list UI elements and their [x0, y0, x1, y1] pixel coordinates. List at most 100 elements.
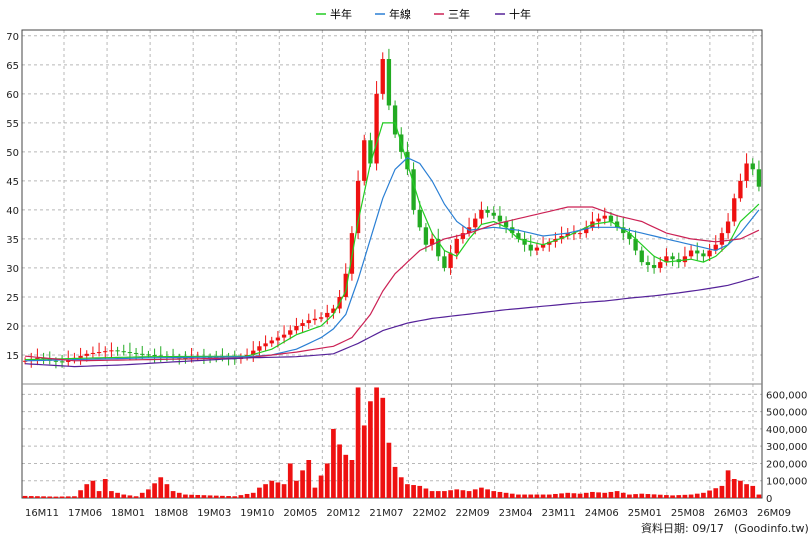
volume-bar — [694, 493, 700, 498]
price-tick-label-1: 20 — [6, 322, 19, 333]
source-label: (Goodinfo.tw) — [734, 522, 808, 535]
volume-bar — [497, 491, 503, 498]
plot-frame — [21, 29, 763, 499]
volume-bar — [522, 494, 527, 498]
volume-bar — [448, 490, 453, 498]
candle-body — [503, 221, 509, 228]
volume-bar — [731, 479, 737, 498]
volume-bar — [102, 479, 108, 498]
volume-bar — [756, 494, 762, 498]
candle-body — [146, 354, 151, 356]
candle-body — [454, 238, 459, 254]
candle-body — [528, 244, 533, 251]
volume-bar — [429, 491, 435, 498]
candle-body — [750, 163, 755, 170]
volume-bar — [676, 495, 682, 498]
candle-body — [325, 312, 330, 318]
price-tick-label-8: 55 — [6, 119, 19, 130]
candle-body — [682, 256, 688, 263]
volume-bar — [503, 492, 509, 498]
price-tick-label-6: 45 — [6, 177, 19, 188]
volume-bar — [627, 494, 632, 498]
volume-bar — [645, 494, 651, 498]
candle-body — [140, 353, 145, 355]
candle-body — [417, 209, 422, 228]
candle-body — [392, 105, 398, 135]
volume-bar — [183, 494, 188, 498]
candle-body — [460, 233, 466, 239]
volume-bar — [454, 489, 460, 498]
x-tick-label-15: 25M08 — [671, 508, 705, 519]
candle-body — [374, 93, 379, 164]
volume-bar — [423, 488, 429, 498]
candle-body — [59, 361, 65, 363]
x-tick-label-7: 20M12 — [326, 508, 360, 519]
x-tick-label-0: 16M11 — [25, 508, 59, 519]
volume-bar — [300, 470, 305, 498]
candle-body — [596, 218, 601, 222]
candle-body — [127, 352, 133, 354]
volume-bar — [590, 491, 595, 498]
candle-body — [294, 325, 299, 331]
volume-bar — [170, 491, 176, 498]
volume-bar — [213, 495, 219, 498]
volume-bar — [331, 428, 336, 498]
volume-bar — [509, 493, 515, 498]
x-tick-label-12: 23M11 — [542, 508, 576, 519]
volume-bar — [583, 492, 589, 498]
volume-bar — [361, 425, 367, 498]
volume-bar — [324, 463, 330, 498]
candle-body — [559, 236, 564, 239]
candle-body — [362, 140, 367, 181]
candle-body — [565, 233, 570, 237]
candle-body — [688, 250, 694, 257]
volume-bar — [28, 496, 34, 498]
volume-bar — [195, 494, 201, 498]
volume-bar — [386, 442, 392, 498]
volume-bar — [528, 494, 534, 498]
candle-body — [90, 352, 96, 354]
volume-bar — [84, 484, 90, 498]
candle-body — [109, 350, 114, 352]
candle-body — [738, 180, 743, 199]
candle-body — [695, 250, 700, 254]
candle-body — [380, 59, 385, 94]
volume-bar — [602, 492, 608, 498]
candle-body — [429, 238, 435, 245]
volume-bar — [571, 493, 577, 498]
volume-bar — [164, 484, 170, 498]
candle-body — [602, 215, 607, 219]
candle-body — [103, 351, 108, 353]
volume-bar — [620, 492, 626, 498]
candle-body — [744, 163, 749, 181]
volume-bar — [442, 491, 447, 498]
volume-bar — [725, 470, 731, 498]
annual-ma-line — [25, 156, 760, 362]
volume-bar — [337, 444, 342, 498]
price-tick-label-0: 15 — [6, 351, 19, 362]
volume-bar — [294, 480, 299, 498]
candle-body — [534, 247, 540, 251]
candle-body — [485, 209, 490, 213]
volume-bar — [485, 489, 490, 498]
candle-body — [96, 352, 102, 354]
volume-bar — [65, 496, 71, 498]
volume-bar — [688, 494, 694, 498]
candle-body — [701, 253, 706, 257]
candle-body — [355, 180, 361, 234]
volume-bar — [534, 494, 540, 498]
candle-body — [288, 330, 293, 335]
volume-bar — [41, 496, 46, 498]
volume-bar — [491, 491, 497, 498]
candle-body — [658, 262, 663, 268]
volume-tick-label-0: 0 — [766, 494, 772, 505]
candle-body — [614, 221, 620, 228]
volume-bar — [466, 491, 472, 498]
volume-bar — [707, 490, 712, 498]
candle-body — [540, 244, 546, 248]
candle-body — [707, 250, 712, 257]
x-tick-label-17: 26M09 — [757, 508, 791, 519]
candle-body — [516, 233, 521, 239]
volume-bar — [744, 484, 749, 498]
